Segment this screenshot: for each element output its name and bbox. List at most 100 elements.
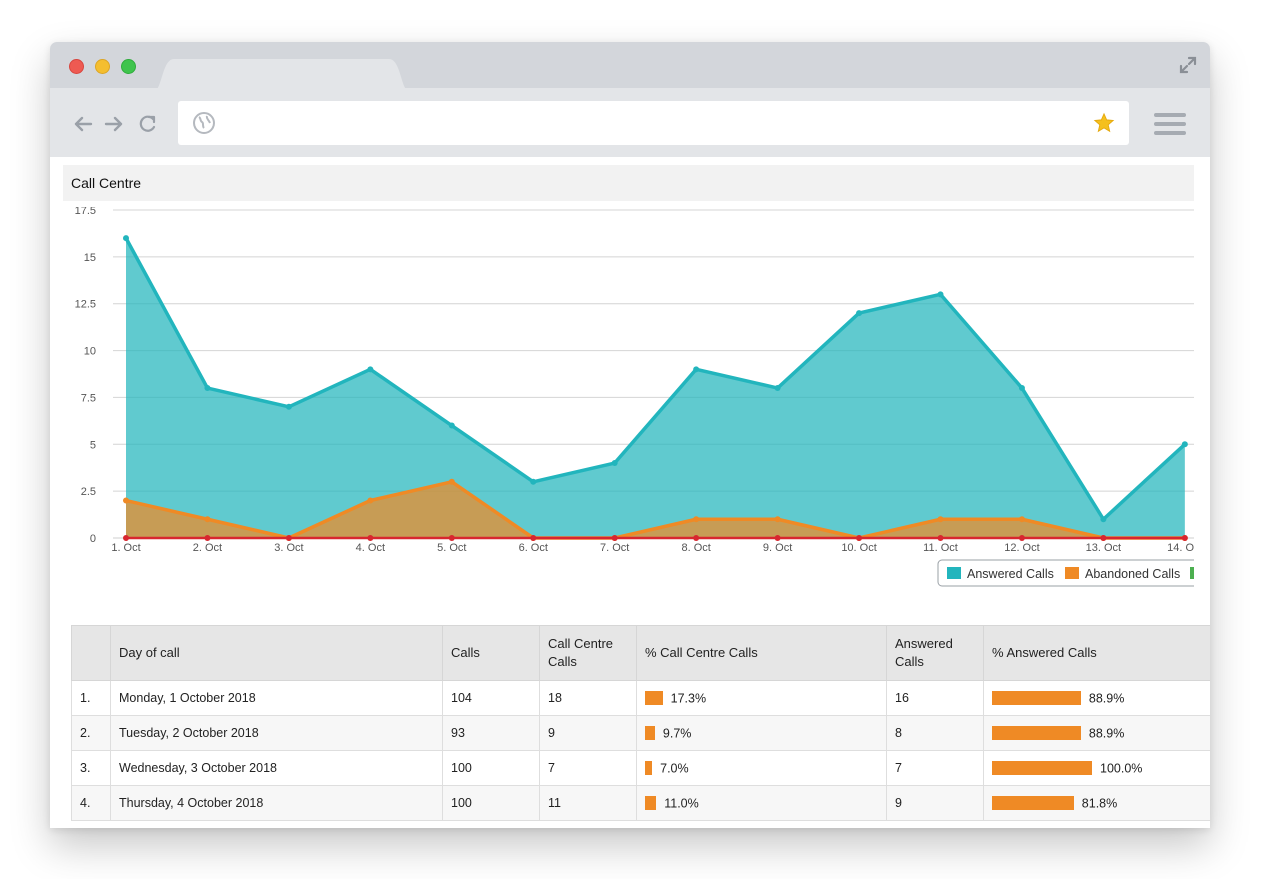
panel-title: Call Centre bbox=[63, 165, 1194, 201]
x-tick-label: 11. Oct bbox=[923, 542, 958, 554]
col-header-pct-cc[interactable]: % Call Centre Calls bbox=[636, 625, 887, 681]
y-tick-label: 17.5 bbox=[75, 207, 96, 217]
data-point bbox=[285, 535, 292, 541]
data-point bbox=[693, 366, 700, 373]
pct-cc-value: 17.3% bbox=[670, 691, 707, 706]
pct-answered-value: 100.0% bbox=[1100, 761, 1143, 776]
data-point bbox=[611, 535, 618, 541]
table-row[interactable]: 2. Tuesday, 2 October 2018 93 9 9.7% 8 88.9% bbox=[71, 715, 1210, 751]
data-point bbox=[856, 535, 863, 541]
close-button[interactable] bbox=[69, 59, 84, 74]
cell-calls: 100 bbox=[442, 785, 540, 821]
data-point bbox=[937, 291, 944, 298]
title-bar bbox=[50, 42, 1210, 91]
cell-calls: 100 bbox=[442, 750, 540, 786]
data-point bbox=[774, 516, 781, 523]
cell-answered: 8 bbox=[886, 715, 984, 751]
pct-cc-value: 11.0% bbox=[664, 796, 699, 811]
x-tick-label: 4. Oct bbox=[356, 542, 385, 554]
forward-icon[interactable] bbox=[103, 113, 125, 135]
browser-tab[interactable] bbox=[154, 59, 409, 91]
cell-pct-answered: 81.8% bbox=[983, 785, 1210, 821]
globe-icon bbox=[193, 112, 215, 134]
cell-answered: 16 bbox=[886, 680, 984, 716]
col-header-pct-answered[interactable]: % Answered Calls bbox=[983, 625, 1210, 681]
data-point bbox=[1181, 535, 1188, 541]
minimize-button[interactable] bbox=[95, 59, 110, 74]
col-header-number bbox=[71, 625, 111, 681]
y-tick-label: 5 bbox=[90, 439, 96, 451]
cell-pct-cc: 11.0% bbox=[636, 785, 887, 821]
x-tick-label: 10. Oct bbox=[841, 542, 876, 554]
data-point bbox=[774, 535, 781, 541]
data-point bbox=[123, 235, 129, 242]
col-header-calls[interactable]: Calls bbox=[442, 625, 540, 681]
data-point bbox=[1100, 516, 1107, 523]
expand-icon[interactable] bbox=[1178, 55, 1198, 75]
table-row[interactable]: 1. Monday, 1 October 2018 104 18 17.3% 16 88.9… bbox=[71, 680, 1210, 716]
cell-pct-cc: 9.7% bbox=[636, 715, 887, 751]
cell-cc-calls: 11 bbox=[539, 785, 637, 821]
series-area-0 bbox=[126, 238, 1185, 538]
y-tick-label: 0 bbox=[90, 533, 96, 545]
table-row[interactable]: 4. Thursday, 4 October 2018 100 11 11.0% 9 81.… bbox=[71, 785, 1210, 821]
col-header-day[interactable]: Day of call bbox=[110, 625, 443, 681]
call-centre-chart: 0 2.5 5 7.5 10 12.5 15 17.5 1. Oct 2. Oct 3. Oct 4.… bbox=[75, 207, 1194, 587]
cell-answered: 7 bbox=[886, 750, 984, 786]
pct-cc-bar bbox=[645, 726, 655, 741]
x-tick-label: 7. Oct bbox=[600, 542, 629, 554]
data-point bbox=[123, 497, 129, 504]
page-content: Call Centre 0 2.5 5 7.5 10 12.5 15 17.5 1. Oct 2.… bbox=[50, 157, 1210, 828]
browser-window: Call Centre 0 2.5 5 7.5 10 12.5 15 17.5 1. Oct 2.… bbox=[50, 42, 1210, 828]
y-tick-label: 12.5 bbox=[75, 299, 96, 311]
pct-answered-bar bbox=[992, 761, 1092, 776]
pct-cc-value: 9.7% bbox=[662, 726, 692, 741]
data-point bbox=[123, 535, 129, 541]
pct-cc-bar bbox=[645, 761, 653, 776]
data-point bbox=[367, 366, 374, 373]
x-tick-label: 13. Oct bbox=[1086, 542, 1121, 554]
table-row[interactable]: 3. Wednesday, 3 October 2018 100 7 7.0% 7 100.… bbox=[71, 750, 1210, 786]
x-tick-label: 6. Oct bbox=[519, 542, 548, 554]
col-header-answered[interactable]: Answered Calls bbox=[886, 625, 984, 681]
data-point bbox=[367, 497, 374, 504]
y-tick-label: 10 bbox=[84, 346, 96, 358]
data-point bbox=[448, 478, 455, 485]
data-point bbox=[530, 478, 537, 485]
data-point bbox=[693, 516, 700, 523]
series-line-0 bbox=[124, 237, 1187, 522]
back-icon[interactable] bbox=[72, 113, 94, 135]
col-header-answered-line2: Calls bbox=[895, 654, 924, 669]
pct-answered-value: 81.8% bbox=[1081, 796, 1118, 811]
data-point bbox=[448, 422, 455, 429]
pct-answered-bar bbox=[992, 726, 1081, 741]
col-header-cc-calls[interactable]: Call Centre Calls bbox=[539, 625, 637, 681]
cell-day: Thursday, 4 October 2018 bbox=[110, 785, 443, 821]
address-bar[interactable] bbox=[178, 101, 1129, 145]
reload-icon[interactable] bbox=[137, 113, 159, 135]
data-point bbox=[856, 310, 863, 317]
data-point bbox=[1181, 441, 1188, 448]
menu-icon[interactable] bbox=[1154, 112, 1186, 136]
cell-pct-answered: 88.9% bbox=[983, 715, 1210, 751]
data-point bbox=[693, 535, 700, 541]
data-point bbox=[774, 385, 781, 392]
row-number: 1. bbox=[71, 680, 111, 716]
pct-answered-value: 88.9% bbox=[1088, 691, 1125, 706]
cell-pct-answered: 88.9% bbox=[983, 680, 1210, 716]
col-header-cc-calls-line1: Call Centre bbox=[548, 636, 614, 651]
pct-answered-bar bbox=[992, 691, 1081, 706]
data-point bbox=[204, 516, 211, 523]
data-point bbox=[937, 516, 944, 523]
x-tick-label: 8. Oct bbox=[681, 542, 710, 554]
cell-calls: 93 bbox=[442, 715, 540, 751]
data-point bbox=[1018, 516, 1025, 523]
table-body: 1. Monday, 1 October 2018 104 18 17.3% 16 88.9… bbox=[71, 680, 1210, 821]
pct-cc-bar bbox=[645, 796, 657, 811]
legend-swatch-answered bbox=[947, 567, 961, 579]
cell-cc-calls: 9 bbox=[539, 715, 637, 751]
x-tick-label: 14. Oct bbox=[1167, 542, 1194, 554]
legend-swatch-extra bbox=[1190, 567, 1194, 579]
zoom-button[interactable] bbox=[121, 59, 136, 74]
star-icon[interactable] bbox=[1093, 112, 1115, 134]
